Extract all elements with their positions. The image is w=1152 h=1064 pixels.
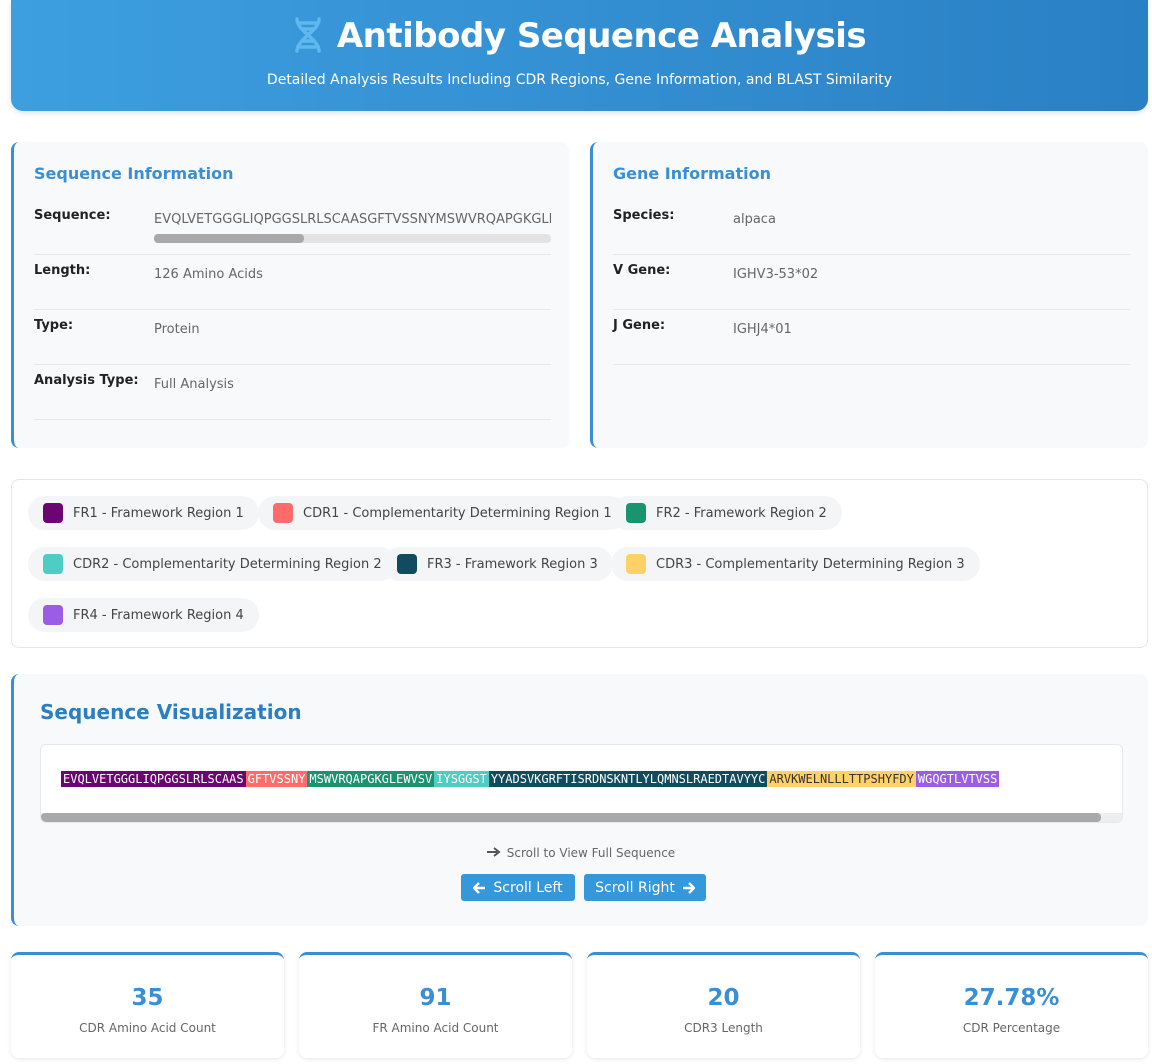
info-rows: Sequence: EVQLVETGGGLIQPGGSLRLSCAASGFTVSS… xyxy=(34,200,551,420)
scroll-thumb[interactable] xyxy=(154,234,304,243)
legend-label: FR2 - Framework Region 2 xyxy=(656,505,827,521)
legend-label: FR3 - Framework Region 3 xyxy=(427,556,598,572)
scroll-note: Scroll to View Full Sequence xyxy=(14,846,1148,860)
sequence-segment: YYADSVKGRFTISRDNSKNTLYLQMNSLRAEDTAVYYC xyxy=(488,771,768,787)
legend-item: FR1 - Framework Region 1 xyxy=(28,496,259,530)
sequence-segment: ARVKWELNLLLTTPSHYFDY xyxy=(767,771,916,787)
header: Antibody Sequence Analysis Detailed Anal… xyxy=(11,0,1148,111)
sequence-segment: MSWVRQAPGKGLEWVSV xyxy=(307,771,435,787)
dna-icon xyxy=(295,17,321,53)
row-label: J Gene: xyxy=(613,318,666,333)
button-label: Scroll Right xyxy=(595,879,675,896)
stat-label: CDR Amino Acid Count xyxy=(79,1021,216,1035)
legend-swatch xyxy=(397,554,417,574)
legend-item: FR3 - Framework Region 3 xyxy=(382,547,613,581)
row-label: Type: xyxy=(34,318,74,333)
stat-label: CDR Percentage xyxy=(962,1021,1061,1035)
stat-card: 27.78% CDR Percentage xyxy=(875,952,1148,1058)
info-row: Analysis Type: Full Analysis xyxy=(34,365,551,420)
title-wrap: Antibody Sequence Analysis xyxy=(11,16,1148,56)
row-label: V Gene: xyxy=(613,263,671,278)
sequence-strip: EVQLVETGGGLIQPGGSLRLSCAAS GFTVSSNY MSWVRQA… xyxy=(61,771,1000,787)
stat-label: FR Amino Acid Count xyxy=(372,1021,499,1035)
sequence-segment: GFTVSSNY xyxy=(245,771,308,787)
info-rows: Species: alpaca V Gene: IGHV3-53*02 J Gene: I… xyxy=(613,200,1130,365)
row-value: EVQLVETGGGLIQPGGSLRLSCAASGFTVSSNYMSWVRQA… xyxy=(154,212,551,227)
info-row: J Gene: IGHJ4*01 xyxy=(613,310,1130,365)
info-row: Length: 126 Amino Acids xyxy=(34,255,551,310)
row-value: alpaca xyxy=(733,212,776,227)
sequence-segment: WGQGTLVTVSS xyxy=(915,771,1000,787)
row-value: IGHJ4*01 xyxy=(733,322,792,337)
sequence-segment: IYSGGST xyxy=(434,771,489,787)
row-label: Sequence: xyxy=(34,208,111,223)
sequence-segment: EVQLVETGGGLIQPGGSLRLSCAAS xyxy=(61,771,246,787)
stat-value: 20 xyxy=(707,985,740,1011)
legend-item: CDR2 - Complementarity Determining Regio… xyxy=(28,547,397,581)
sequence-box[interactable]: EVQLVETGGGLIQPGGSLRLSCAAS GFTVSSNY MSWVRQA… xyxy=(40,744,1123,823)
row-label: Length: xyxy=(34,263,91,278)
stat-value: 91 xyxy=(419,985,452,1011)
scroll-thumb[interactable] xyxy=(41,813,1101,822)
legend-swatch xyxy=(626,503,646,523)
legend: FR1 - Framework Region 1 CDR1 - Complemen… xyxy=(11,479,1148,648)
scrollbar[interactable] xyxy=(154,234,551,243)
stat-card: 20 CDR3 Length xyxy=(587,952,860,1058)
stat-value: 27.78% xyxy=(963,985,1060,1011)
legend-swatch xyxy=(43,605,63,625)
arrow-left-icon xyxy=(473,881,486,894)
gene-info-card: Gene Information Species: alpaca V Gene: IG… xyxy=(590,142,1148,448)
row-value: 126 Amino Acids xyxy=(154,267,263,282)
stat-value: 35 xyxy=(131,985,164,1011)
legend-item: FR4 - Framework Region 4 xyxy=(28,598,259,632)
info-row: Type: Protein xyxy=(34,310,551,365)
row-value: IGHV3-53*02 xyxy=(733,267,819,282)
sequence-info-card: Sequence Information Sequence: EVQLVETGGG… xyxy=(11,142,569,448)
legend-swatch xyxy=(626,554,646,574)
scrollbar[interactable] xyxy=(41,813,1122,822)
row-value: Full Analysis xyxy=(154,377,234,392)
arrow-right-icon xyxy=(682,881,695,894)
legend-label: CDR2 - Complementarity Determining Regio… xyxy=(73,556,382,572)
legend-label: FR1 - Framework Region 1 xyxy=(73,505,244,521)
card-title: Gene Information xyxy=(613,164,771,183)
stat-card: 35 CDR Amino Acid Count xyxy=(11,952,284,1058)
legend-label: CDR3 - Complementarity Determining Regio… xyxy=(656,556,965,572)
legend-label: FR4 - Framework Region 4 xyxy=(73,607,244,623)
info-row: V Gene: IGHV3-53*02 xyxy=(613,255,1130,310)
stat-label: CDR3 Length xyxy=(684,1021,763,1035)
page-title: Antibody Sequence Analysis xyxy=(336,16,867,56)
row-value: Protein xyxy=(154,322,200,337)
scroll-right-button[interactable]: Scroll Right xyxy=(584,874,706,901)
legend-swatch xyxy=(43,503,63,523)
legend-swatch xyxy=(43,554,63,574)
legend-item: CDR1 - Complementarity Determining Regio… xyxy=(258,496,627,530)
info-row: Sequence: EVQLVETGGGLIQPGGSLRLSCAASGFTVSS… xyxy=(34,200,551,255)
note-text: Scroll to View Full Sequence xyxy=(506,846,676,860)
legend-item: FR2 - Framework Region 2 xyxy=(611,496,842,530)
info-row: Species: alpaca xyxy=(613,200,1130,255)
legend-item: CDR3 - Complementarity Determining Regio… xyxy=(611,547,980,581)
button-label: Scroll Left xyxy=(493,879,563,896)
legend-swatch xyxy=(273,503,293,523)
card-title: Sequence Information xyxy=(34,164,234,183)
row-label: Analysis Type: xyxy=(34,373,139,388)
stat-card: 91 FR Amino Acid Count xyxy=(299,952,572,1058)
arrow-icon xyxy=(486,847,501,857)
scroll-left-button[interactable]: Scroll Left xyxy=(461,874,575,901)
row-label: Species: xyxy=(613,208,675,223)
visualization-card: Sequence Visualization EVQLVETGGGLIQPGGS… xyxy=(11,674,1148,926)
legend-label: CDR1 - Complementarity Determining Regio… xyxy=(303,505,612,521)
card-title: Sequence Visualization xyxy=(40,700,302,724)
page-subtitle: Detailed Analysis Results Including CDR … xyxy=(266,72,893,88)
